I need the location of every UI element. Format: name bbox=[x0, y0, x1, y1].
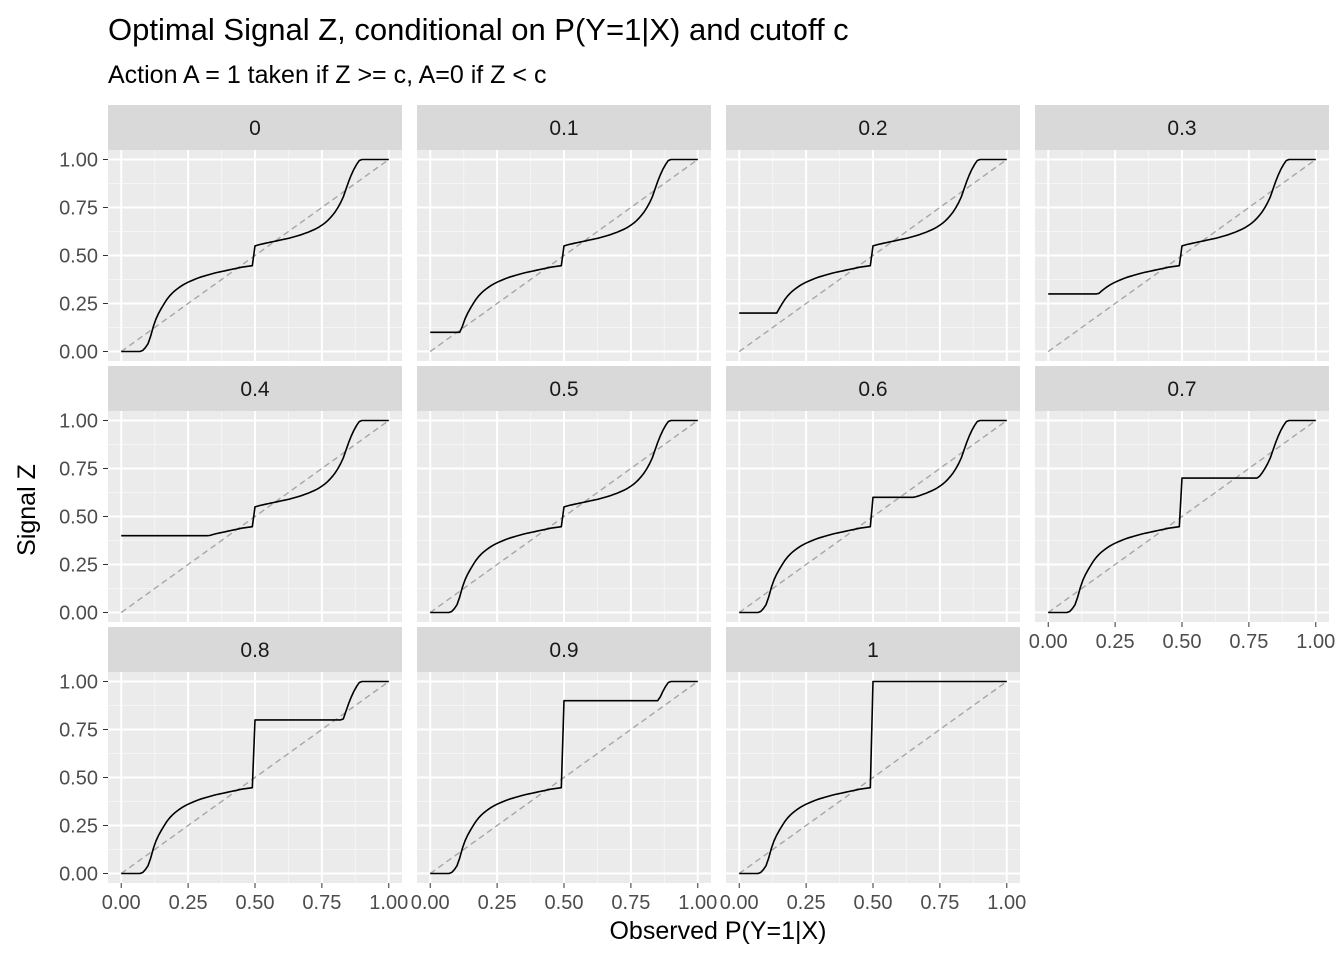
x-tick-label: 0.75 bbox=[611, 892, 650, 914]
x-tick-label: 0.00 bbox=[720, 892, 759, 914]
reference-line bbox=[120, 158, 390, 353]
facet-panel: 0.1 bbox=[417, 105, 711, 361]
x-tick-label: 0.50 bbox=[236, 892, 275, 914]
y-axis-title: Signal Z bbox=[13, 464, 41, 556]
facet-strip bbox=[108, 366, 402, 411]
facet-panel: 1 0.00 0.25 0.50 0.75 1.00 bbox=[720, 627, 1026, 914]
series-line bbox=[121, 419, 389, 537]
facet-panel: 0.3 bbox=[1035, 105, 1329, 361]
x-tick-label: 1.00 bbox=[987, 892, 1026, 914]
facet-strip bbox=[726, 366, 1020, 411]
x-tick-label: 0.00 bbox=[1029, 631, 1068, 653]
x-tick-label: 0.25 bbox=[478, 892, 517, 914]
facet-panel: 0.6 bbox=[726, 366, 1020, 622]
facet-strip-label: 1 bbox=[867, 639, 879, 662]
y-tick-label: 1.00 bbox=[59, 671, 98, 693]
facet-strip bbox=[108, 105, 402, 150]
facet-strip-label: 0.1 bbox=[549, 117, 578, 140]
x-tick-label: 1.00 bbox=[678, 892, 717, 914]
chart-title: Optimal Signal Z, conditional on P(Y=1|X… bbox=[108, 12, 849, 47]
facet-strip bbox=[1035, 366, 1329, 411]
facet-strip-label: 0.3 bbox=[1167, 117, 1196, 140]
facet-strip-label: 0.8 bbox=[240, 639, 269, 662]
series-line bbox=[739, 680, 1007, 875]
series-line bbox=[430, 680, 698, 875]
facet-panel: 0.8 0.00 0.25 0.50 0.75 1.00 0.00 0.25 0.50 0.75 1… bbox=[59, 627, 408, 914]
y-tick-label: 0.50 bbox=[59, 507, 98, 529]
y-tick-label: 0.50 bbox=[59, 768, 98, 790]
facet-panel: 0.2 bbox=[726, 105, 1020, 361]
x-tick-label: 0.75 bbox=[920, 892, 959, 914]
x-tick-label: 0.50 bbox=[1163, 631, 1202, 653]
chart-subtitle: Action A = 1 taken if Z >= c, A=0 if Z <… bbox=[108, 61, 546, 89]
facet-strip bbox=[1035, 105, 1329, 150]
y-tick-label: 0.00 bbox=[59, 342, 98, 364]
x-axis-title: Observed P(Y=1|X) bbox=[609, 917, 826, 945]
x-tick-label: 0.50 bbox=[545, 892, 584, 914]
facet-panel: 0.7 0.00 0.25 0.50 0.75 1.00 bbox=[1029, 366, 1335, 653]
facet-strip-label: 0.7 bbox=[1167, 378, 1196, 401]
reference-line bbox=[429, 158, 699, 353]
reference-line bbox=[429, 680, 699, 875]
x-tick-label: 0.75 bbox=[1229, 631, 1268, 653]
facet-panel: 0.5 bbox=[417, 366, 711, 622]
reference-line bbox=[429, 419, 699, 614]
x-tick-label: 0.00 bbox=[411, 892, 450, 914]
facet-panel: 0.9 0.00 0.25 0.50 0.75 1.00 bbox=[411, 627, 717, 914]
y-tick-label: 0.00 bbox=[59, 864, 98, 886]
y-tick-label: 0.75 bbox=[59, 197, 98, 219]
facet-strip bbox=[726, 105, 1020, 150]
x-tick-label: 1.00 bbox=[369, 892, 408, 914]
x-tick-label: 1.00 bbox=[1296, 631, 1335, 653]
y-tick-label: 1.00 bbox=[59, 410, 98, 432]
facet-strip bbox=[417, 366, 711, 411]
reference-line bbox=[738, 680, 1008, 875]
facet-strip-label: 0.6 bbox=[858, 378, 887, 401]
x-tick-label: 0.25 bbox=[169, 892, 208, 914]
x-tick-label: 0.00 bbox=[102, 892, 141, 914]
facet-strip-label: 0.4 bbox=[240, 378, 270, 401]
reference-line bbox=[738, 158, 1008, 353]
y-tick-label: 0.75 bbox=[59, 719, 98, 741]
series-line bbox=[739, 158, 1007, 314]
reference-line bbox=[1047, 419, 1317, 614]
facet-panels: 0 0.00 0.25 0.50 0.75 1.00 0.1 0.2 0.3 0.4 0.00 0.2… bbox=[59, 105, 1335, 914]
series-line bbox=[430, 419, 698, 614]
series-line bbox=[121, 158, 389, 353]
facet-strip-label: 0.2 bbox=[858, 117, 887, 140]
facet-panel: 0 0.00 0.25 0.50 0.75 1.00 bbox=[59, 105, 402, 364]
facet-strip-label: 0 bbox=[249, 117, 261, 140]
facet-strip bbox=[726, 627, 1020, 672]
reference-line bbox=[120, 680, 390, 875]
y-tick-label: 0.25 bbox=[59, 816, 98, 838]
series-line bbox=[121, 680, 389, 875]
facet-strip bbox=[417, 105, 711, 150]
facet-panel: 0.4 0.00 0.25 0.50 0.75 1.00 bbox=[59, 366, 402, 625]
facet-strip-label: 0.9 bbox=[549, 639, 578, 662]
facet-strip bbox=[108, 627, 402, 672]
series-line bbox=[739, 419, 1007, 614]
facet-strip-label: 0.5 bbox=[549, 378, 578, 401]
reference-line bbox=[1047, 158, 1317, 353]
y-tick-label: 0.75 bbox=[59, 458, 98, 480]
series-line bbox=[1048, 158, 1316, 295]
y-tick-label: 1.00 bbox=[59, 149, 98, 171]
x-tick-label: 0.25 bbox=[1096, 631, 1135, 653]
reference-line bbox=[120, 419, 390, 614]
series-line bbox=[1048, 419, 1316, 614]
series-line bbox=[430, 158, 698, 334]
x-tick-label: 0.75 bbox=[302, 892, 341, 914]
y-tick-label: 0.50 bbox=[59, 246, 98, 268]
reference-line bbox=[738, 419, 1008, 614]
y-tick-label: 0.25 bbox=[59, 555, 98, 577]
facet-strip bbox=[417, 627, 711, 672]
x-tick-label: 0.25 bbox=[787, 892, 826, 914]
x-tick-label: 0.50 bbox=[854, 892, 893, 914]
y-tick-label: 0.25 bbox=[59, 294, 98, 316]
y-tick-label: 0.00 bbox=[59, 603, 98, 625]
